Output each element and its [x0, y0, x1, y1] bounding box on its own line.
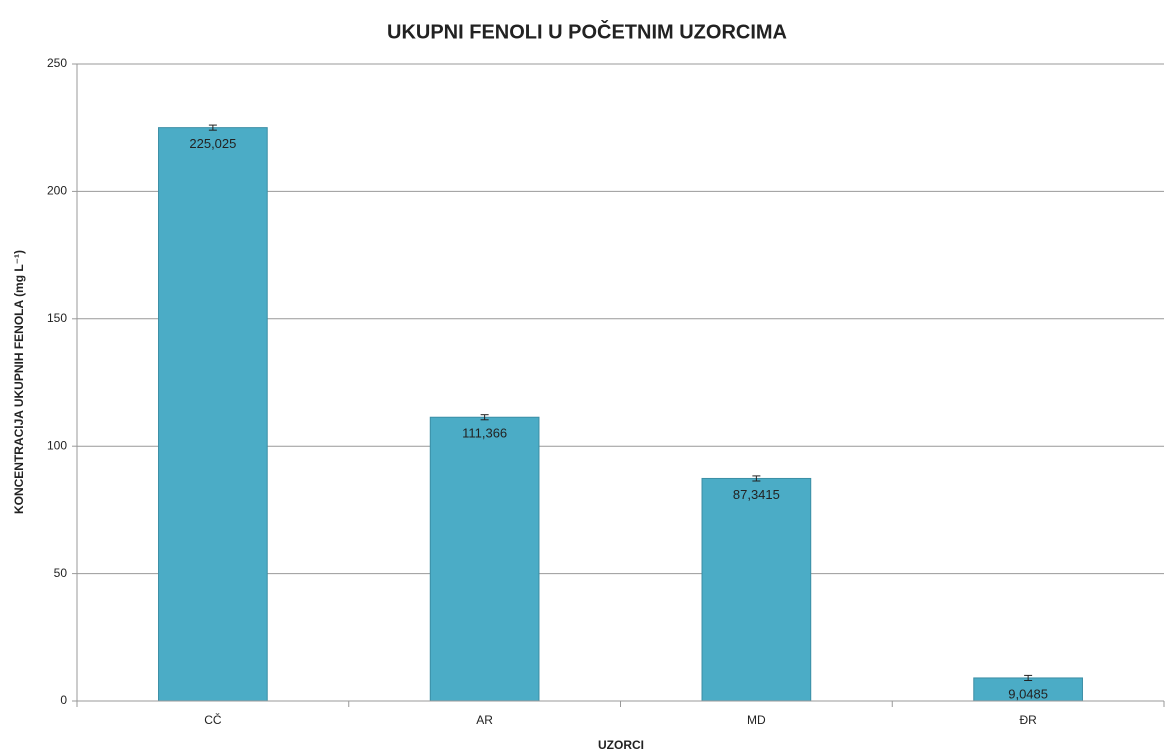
y-tick-label: 0: [60, 693, 67, 707]
bar: [158, 127, 268, 702]
y-tick-label: 150: [47, 311, 67, 325]
data-label: 87,3415: [733, 487, 780, 502]
bar: [429, 416, 540, 702]
x-axis-label: UZORCI: [598, 738, 644, 752]
x-tick-label: CČ: [204, 712, 222, 727]
chart-title: UKUPNI FENOLI U POČETNIM UZORCIMA: [387, 19, 787, 43]
y-tick-label: 50: [54, 566, 68, 580]
y-tick-label: 250: [47, 56, 67, 70]
y-axis-label: KONCENTRACIJA UKUPNIH FENOLA (mg L⁻¹): [12, 250, 26, 514]
data-label: 111,366: [462, 426, 507, 441]
y-tick-label: 200: [47, 184, 67, 198]
data-label: 9,0485: [1008, 686, 1048, 701]
data-label: 225,025: [189, 136, 236, 151]
bar: [701, 477, 812, 702]
x-tick-label: ĐR: [1019, 713, 1037, 727]
y-tick-label: 100: [47, 438, 67, 452]
x-tick-label: AR: [476, 713, 493, 727]
x-tick-label: MD: [747, 713, 766, 727]
